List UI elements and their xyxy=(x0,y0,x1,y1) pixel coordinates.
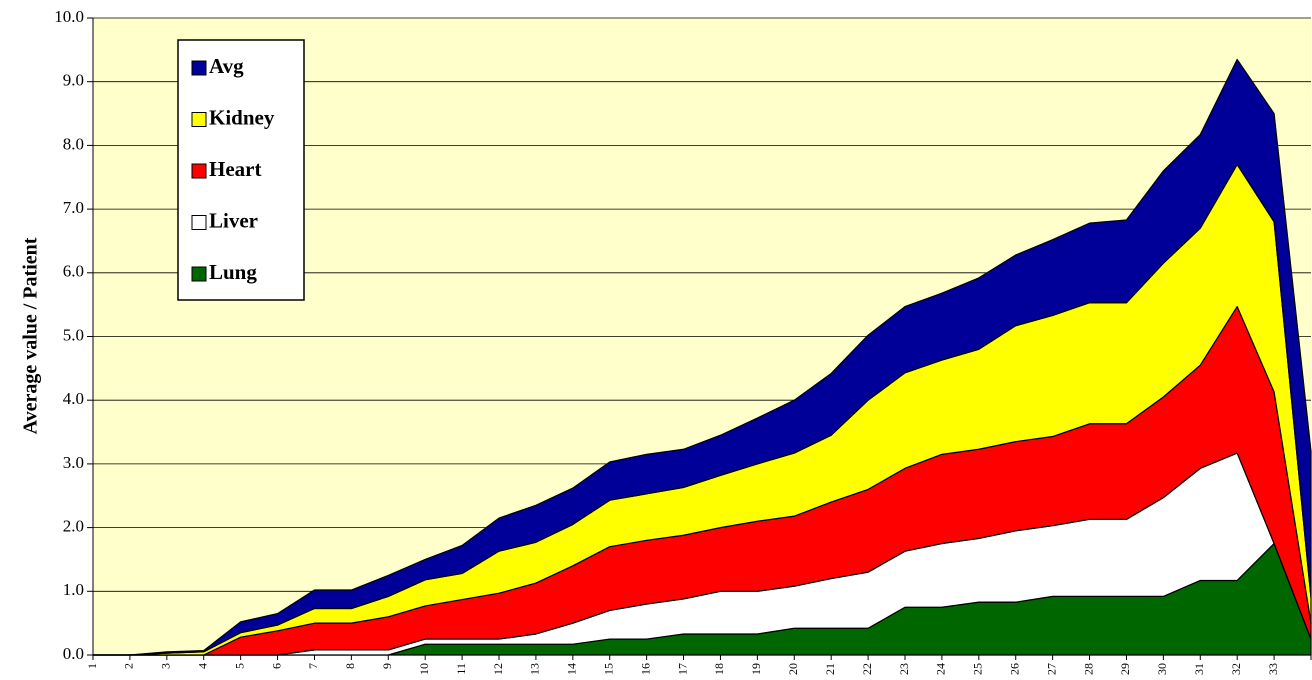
x-tick-label: 18 xyxy=(712,663,726,675)
x-tick-label: 27 xyxy=(1044,663,1058,675)
x-tick-label: 13 xyxy=(528,663,542,675)
legend-label: Kidney xyxy=(209,105,275,129)
y-tick-label: 3.0 xyxy=(63,453,84,472)
x-tick-label: 23 xyxy=(897,663,911,675)
legend-swatch xyxy=(191,215,207,230)
x-tick-label: 19 xyxy=(749,663,763,675)
x-tick-label: 2 xyxy=(122,663,136,669)
x-tick-label: 16 xyxy=(638,663,652,675)
x-tick-label: 20 xyxy=(786,663,800,675)
y-tick-label: 10.0 xyxy=(54,7,84,26)
x-tick-label: 3 xyxy=(159,663,173,669)
x-tick-label: 21 xyxy=(823,663,837,675)
x-tick-label: 4 xyxy=(195,663,209,669)
legend-swatch xyxy=(191,112,207,127)
legend-label: Lung xyxy=(209,260,257,284)
x-tick-label: 14 xyxy=(565,663,579,675)
y-tick-label: 9.0 xyxy=(63,71,84,90)
legend-swatch xyxy=(191,163,207,179)
y-tick-label: 1.0 xyxy=(63,580,84,599)
legend-swatch xyxy=(191,266,207,282)
x-tick-label: 11 xyxy=(454,663,468,675)
x-tick-label: 6 xyxy=(269,663,283,669)
area xyxy=(92,58,1312,656)
x-tick-label: 28 xyxy=(1081,663,1095,675)
x-tick-label: 17 xyxy=(675,663,689,675)
x-tick-label: 8 xyxy=(343,663,357,669)
y-axis-label: Average value / Patient xyxy=(20,237,42,434)
x-tick-label: 33 xyxy=(1266,663,1280,675)
x-tick-label: 1 xyxy=(85,663,99,669)
y-tick-label: 2.0 xyxy=(63,517,84,536)
x-tick-label: 25 xyxy=(971,663,985,675)
x-tick-label: 10 xyxy=(417,663,431,675)
x-tick-label: 7 xyxy=(306,663,320,669)
legend-swatch xyxy=(191,60,207,76)
x-tick-label: 22 xyxy=(860,663,874,675)
legend-label: Liver xyxy=(209,208,258,232)
x-tick-label: 31 xyxy=(1192,663,1206,675)
x-tick-label: 5 xyxy=(232,663,246,669)
y-tick-label: 8.0 xyxy=(63,134,84,153)
y-tick-label: 5.0 xyxy=(63,325,84,344)
x-tick-label: 15 xyxy=(601,663,615,675)
y-tick-label: 7.0 xyxy=(63,198,84,217)
legend-label: Avg xyxy=(209,54,244,78)
legend-label: Heart xyxy=(209,157,261,181)
y-tick-label: 4.0 xyxy=(63,389,84,408)
y-tick-label: 0.0 xyxy=(63,644,84,663)
x-tick-label: 30 xyxy=(1155,663,1169,675)
x-tick-label: 24 xyxy=(934,663,948,675)
x-tick-label: 32 xyxy=(1229,663,1243,675)
y-tick-label: 6.0 xyxy=(63,262,84,281)
x-tick-label: 26 xyxy=(1007,663,1021,675)
x-tick-label: 9 xyxy=(380,663,394,669)
x-tick-label: 12 xyxy=(491,663,505,675)
x-tick-label: 29 xyxy=(1118,663,1132,675)
